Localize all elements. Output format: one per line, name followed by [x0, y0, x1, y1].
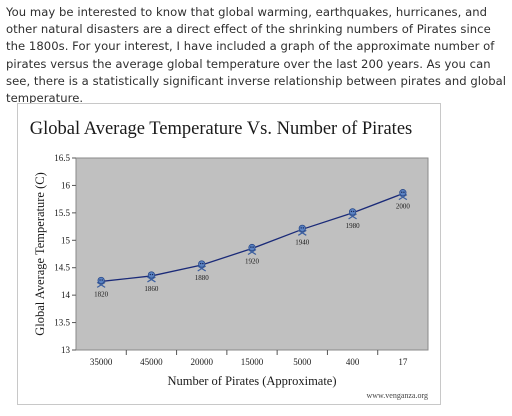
y-axis-label: Global Average Temperature (C): [33, 172, 47, 336]
crossbone: [297, 229, 307, 236]
chart-figure: Global Average Temperature Vs. Number of…: [17, 103, 441, 405]
crossbone: [147, 276, 156, 283]
skull-eye: [302, 227, 305, 229]
point-year-label: 1880: [195, 274, 210, 282]
skull-eye: [300, 227, 302, 229]
x-tick-label: 45000: [140, 357, 163, 367]
skull-eye: [151, 273, 154, 276]
skull: [399, 189, 407, 197]
point-year-label: 1820: [94, 290, 109, 298]
x-tick-label: 400: [346, 357, 360, 367]
skull-eye: [250, 246, 252, 248]
skull-eye: [101, 279, 103, 281]
point-year-label: 1920: [245, 258, 260, 266]
crossbone: [197, 265, 207, 272]
x-axis: 35000 45000 20000 15000 5000 400 17: [90, 350, 408, 367]
point-year-label: 2000: [396, 203, 411, 211]
skull-eye: [350, 210, 353, 213]
skull-crossbones-marker: [197, 260, 207, 272]
x-tick-label: 17: [398, 357, 408, 367]
x-tick-label: 15000: [241, 357, 264, 367]
skull: [298, 224, 306, 232]
skull-eye: [252, 246, 254, 248]
crossbone: [96, 281, 106, 288]
skull: [348, 208, 357, 216]
skull-eye: [403, 191, 405, 193]
skull-eye: [401, 191, 403, 193]
skull-eye: [99, 279, 101, 281]
skull-eye: [202, 262, 204, 265]
x-tick-label: 20000: [190, 357, 213, 367]
y-tick-label: 15.5: [54, 208, 70, 218]
point-year-label: 1980: [346, 222, 361, 230]
y-tick-label: 16.5: [54, 153, 70, 163]
plot-area: [75, 157, 429, 351]
skull-crossbones-marker: [247, 243, 257, 256]
y-tick-label: 15: [61, 235, 71, 245]
skull-crossbones-marker: [297, 224, 307, 236]
skull-crossbones-marker: [348, 208, 357, 220]
skull-crossbones-marker: [147, 271, 156, 283]
y-tick-label: 16: [61, 180, 71, 190]
intro-paragraph: You may be interested to know that globa…: [6, 5, 507, 106]
y-tick-label: 14: [61, 290, 71, 300]
skull: [147, 271, 156, 279]
skull: [248, 243, 256, 252]
series-markers: 1820 1860 1880 1920 1940 1980 2000: [94, 189, 410, 298]
crossbone: [247, 249, 257, 256]
crossbone: [348, 213, 357, 220]
point-year-label: 1860: [144, 285, 159, 293]
x-tick-label: 35000: [90, 357, 113, 367]
skull: [97, 276, 105, 285]
point-year-label: 1940: [295, 238, 310, 246]
y-axis: 13 13.5 14 14.5 15 15.5 16 16.5: [54, 153, 76, 355]
chart-svg: Global Average Temperature Vs. Number of…: [30, 119, 429, 400]
y-tick-label: 13: [61, 345, 71, 355]
skull-eye: [149, 273, 152, 276]
crossbone: [398, 194, 408, 201]
x-tick-label: 5000: [293, 357, 312, 367]
skull-crossbones-marker: [96, 276, 106, 288]
y-tick-label: 14.5: [54, 263, 70, 273]
x-axis-label: Number of Pirates (Approximate): [167, 374, 336, 388]
source-credit: www.venganza.org: [366, 391, 428, 400]
skull-crossbones-marker: [398, 189, 408, 201]
skull-eye: [352, 210, 355, 213]
y-tick-label: 13.5: [54, 318, 70, 328]
skull-eye: [199, 262, 202, 265]
chart-title: Global Average Temperature Vs. Number of…: [30, 119, 412, 139]
skull: [198, 260, 206, 268]
